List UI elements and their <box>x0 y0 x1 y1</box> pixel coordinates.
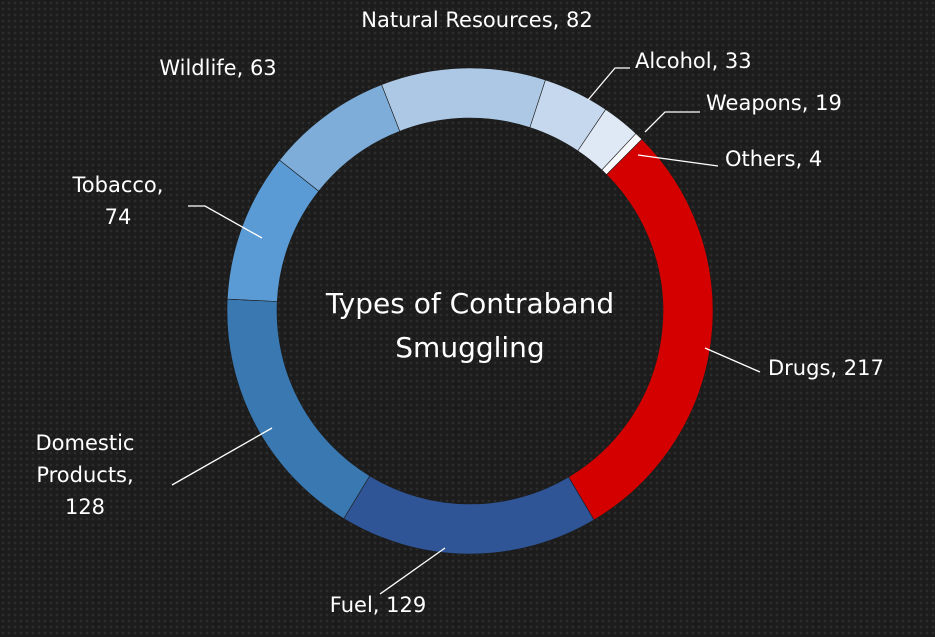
data-label: Natural Resources, 82 <box>361 8 592 32</box>
leader-line <box>171 427 273 486</box>
data-label: Fuel, 129 <box>330 593 426 617</box>
leader-line <box>704 347 761 373</box>
chart-title: Types of Contraband Smuggling <box>325 287 615 364</box>
data-label: Wildlife, 63 <box>159 56 276 80</box>
leader-line <box>379 547 446 595</box>
data-label-line: Domestic <box>36 431 135 455</box>
donut-slice <box>568 138 714 521</box>
donut-slice <box>381 67 546 132</box>
leader-line <box>637 154 719 167</box>
data-label-line: Tobacco, <box>72 173 164 197</box>
data-label-line: Wildlife, 63 <box>159 56 276 80</box>
data-label: Others, 4 <box>725 147 822 171</box>
data-label-line: 74 <box>105 205 132 229</box>
donut-slice <box>226 159 320 302</box>
leader-line <box>188 205 263 239</box>
leader-line <box>587 67 630 101</box>
data-label: Tobacco, 74 <box>72 173 164 229</box>
data-label-line: Weapons, 19 <box>706 91 842 115</box>
data-label: Weapons, 19 <box>706 91 842 115</box>
data-label-line: 128 <box>65 495 105 519</box>
data-label-line: Others, 4 <box>725 147 822 171</box>
data-label-line: Fuel, 129 <box>330 593 426 617</box>
data-label: Alcohol, 33 <box>635 49 752 73</box>
leader-line <box>644 111 700 133</box>
data-label-line: Natural Resources, 82 <box>361 8 592 32</box>
data-label: Drugs, 217 <box>768 356 884 380</box>
donut-slice <box>601 133 643 175</box>
data-label-line: Products, <box>36 463 133 487</box>
data-label-line: Alcohol, 33 <box>635 49 752 73</box>
data-label: Domestic Products, 128 <box>36 431 135 519</box>
data-label-line: Drugs, 217 <box>768 356 884 380</box>
donut-slice <box>343 475 595 555</box>
